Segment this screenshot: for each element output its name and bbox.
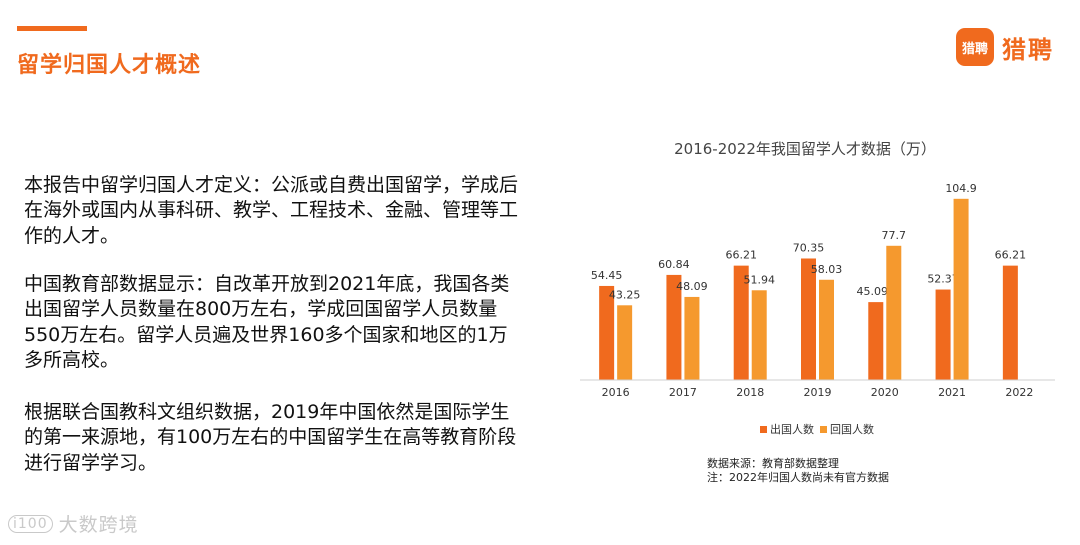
page-title: 留学归国人才概述 [17,53,202,78]
data-label-return-2021: 104.9 [945,182,977,195]
logo-badge-icon: 猎聘 [956,28,994,66]
data-source-note: 数据来源：教育部数据整理 [707,457,839,470]
bar-return-2018 [751,290,767,380]
x-tick-2017: 2017 [669,386,697,399]
bar-return-2017 [684,296,700,380]
bar-outbound-2019 [801,258,816,380]
data-label-outbound-2016: 54.45 [591,269,623,282]
data-label-return-2019: 58.03 [811,263,843,276]
bar-return-2016 [617,305,633,380]
bar-return-2019 [819,279,834,380]
legend-swatch-outbound [760,426,767,433]
bar-outbound-2018 [733,265,749,380]
logo-text: 猎聘 [1002,35,1054,64]
watermark: i100 大数跨境 [8,510,139,537]
x-tick-2016: 2016 [602,386,630,399]
chart-title: 2016-2022年我国留学人才数据（万） [674,140,936,158]
bar-return-2021 [953,198,969,380]
title-accent-bar [17,26,87,31]
bar-return-2020 [886,245,902,380]
x-tick-2018: 2018 [736,386,764,399]
bar-outbound-2020 [868,302,884,380]
bar-outbound-2022 [1002,265,1018,380]
paragraph-moe-data: 中国教育部数据显示：自改革开放到2021年底，我国各类出国留学人员数量在800万… [24,273,510,371]
paragraph-definition: 本报告中留学归国人才定义：公派或自费出国留学，学成后在海外或国内从事科研、教学、… [24,174,519,247]
liepin-logo: 猎聘 猎聘 [956,28,1054,66]
watermark-logo-icon: i100 [8,514,53,533]
data-label-return-2020: 77.7 [882,229,907,242]
x-tick-2022: 2022 [1005,386,1033,399]
bar-outbound-2016 [599,285,615,380]
data-label-return-2018: 51.94 [743,273,775,286]
data-label-outbound-2017: 60.84 [658,258,690,271]
bar-outbound-2021 [935,289,951,380]
x-tick-2019: 2019 [804,386,832,399]
data-label-outbound-2018: 66.21 [725,249,757,262]
data-remark-note: 注：2022年归国人数尚未有官方数据 [707,471,889,484]
data-label-outbound-2021: 52.37 [927,273,959,286]
x-tick-2021: 2021 [938,386,966,399]
study-abroad-bar-chart: 2016-2022年我国留学人才数据（万） 54.45 43.25 60.84 48.… [580,140,1055,436]
paragraph-unesco-data: 根据联合国教科文组织数据，2019年中国依然是国际学生的第一来源地，有100万左… [24,401,517,474]
chart-legend: 出国人数 回国人数 [760,422,874,436]
data-label-return-2017: 48.09 [676,280,708,293]
legend-label-outbound: 出国人数 [770,422,814,436]
data-label-outbound-2019: 70.35 [793,241,825,254]
watermark-text: 大数跨境 [58,514,139,536]
bar-outbound-2017 [666,274,682,380]
x-tick-2020: 2020 [871,386,899,399]
data-label-outbound-2022: 66.21 [995,249,1027,262]
legend-swatch-return [820,426,827,433]
legend-label-return: 回国人数 [830,423,874,436]
data-label-outbound-2020: 45.091 [857,285,896,298]
data-label-return-2016: 43.25 [609,288,641,301]
